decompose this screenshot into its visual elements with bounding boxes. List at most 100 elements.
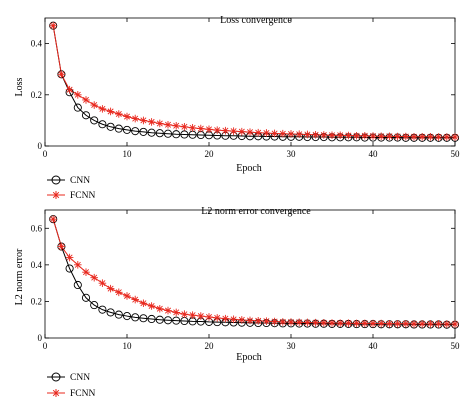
data-point-fcnn: [434, 320, 443, 328]
data-point-fcnn: [361, 131, 369, 140]
data-point-fcnn: [57, 70, 66, 79]
data-point-fcnn: [147, 302, 156, 310]
data-point-fcnn: [443, 320, 451, 328]
data-point-cnn: [172, 316, 181, 325]
data-point-cnn: [155, 315, 164, 324]
l2-error-convergence-chart: L2 norm error convergence L2 norm error …: [14, 206, 460, 399]
data-point-fcnn: [238, 316, 246, 324]
data-point-cnn: [122, 312, 132, 321]
x-tick-label: 10: [123, 341, 133, 351]
data-point-fcnn: [344, 131, 353, 140]
data-point-fcnn: [197, 124, 205, 133]
data-point-fcnn: [90, 273, 98, 282]
data-point-fcnn: [369, 319, 377, 328]
data-point-fcnn: [254, 128, 262, 137]
y-tick-label: 0.2: [31, 90, 42, 100]
data-point-fcnn: [82, 268, 90, 276]
data-point-cnn: [131, 127, 140, 136]
legend-star-shape: [52, 191, 60, 199]
data-point-fcnn: [320, 131, 328, 139]
data-point-fcnn: [188, 311, 197, 319]
data-point-fcnn: [336, 319, 344, 327]
data-point-fcnn: [451, 133, 459, 141]
data-point-cnn: [114, 310, 123, 319]
legend-label-cnn: CNN: [70, 176, 90, 186]
legend-label-cnn: CNN: [70, 373, 90, 383]
data-point-fcnn: [213, 126, 221, 134]
data-point-fcnn: [352, 131, 361, 140]
y-tick-label: 0: [38, 333, 43, 343]
l2-chart-xlabel: Epoch: [236, 352, 262, 363]
data-point-fcnn: [131, 295, 139, 304]
x-tick-label: 40: [369, 149, 379, 159]
data-point-cnn: [98, 120, 107, 129]
data-point-fcnn: [49, 21, 57, 30]
data-point-fcnn: [270, 129, 279, 138]
data-point-fcnn: [213, 314, 221, 322]
data-point-cnn: [81, 111, 91, 120]
data-point-cnn: [73, 280, 82, 290]
data-point-fcnn: [377, 132, 385, 141]
data-point-fcnn: [352, 319, 361, 328]
data-point-fcnn: [156, 119, 164, 128]
data-point-fcnn: [65, 253, 74, 262]
data-point-cnn: [106, 122, 115, 131]
data-point-fcnn: [426, 132, 435, 141]
data-point-fcnn: [115, 288, 123, 297]
data-point-fcnn: [311, 130, 320, 139]
data-point-fcnn: [123, 112, 131, 121]
data-point-cnn: [81, 293, 91, 302]
data-point-fcnn: [393, 319, 402, 328]
legend-label-fcnn: FCNN: [70, 389, 95, 399]
data-point-fcnn: [164, 120, 172, 129]
data-point-fcnn: [287, 318, 295, 326]
data-point-fcnn: [361, 319, 369, 328]
series-line-fcnn: [52, 218, 455, 325]
data-point-fcnn: [205, 125, 213, 134]
data-point-fcnn: [82, 96, 90, 104]
data-point-fcnn: [139, 116, 148, 125]
data-point-cnn: [139, 314, 148, 323]
loss-chart-legend: CNN FCNN: [47, 175, 95, 201]
y-tick-label: 0.4: [31, 260, 43, 270]
legend-label-fcnn: FCNN: [70, 191, 95, 201]
data-point-cnn: [122, 125, 132, 134]
data-point-fcnn: [426, 320, 435, 328]
data-point-fcnn: [418, 320, 426, 328]
data-point-cnn: [90, 301, 99, 310]
data-point-fcnn: [270, 317, 279, 326]
y-tick-label: 0.6: [31, 223, 43, 233]
loss-chart-ylabel: Loss: [14, 77, 25, 96]
series-line-cnn: [52, 25, 455, 139]
loss-convergence-chart: Loss convergence Loss Epoch 0 10 20 30 40 50 0…: [14, 15, 460, 201]
data-point-fcnn: [443, 133, 451, 141]
data-point-fcnn: [328, 131, 336, 140]
x-tick-label: 0: [43, 341, 48, 351]
loss-chart-xlabel: Epoch: [236, 163, 262, 174]
data-point-fcnn: [262, 317, 271, 325]
data-point-cnn: [65, 264, 74, 273]
y-tick-label: 0.2: [31, 296, 42, 306]
data-point-fcnn: [262, 129, 271, 137]
l2-chart-ylabel: L2 norm error: [14, 248, 25, 305]
data-point-cnn: [147, 128, 156, 137]
legend-marker-cnn: [51, 175, 61, 185]
data-point-fcnn: [246, 316, 254, 325]
legend-marker-cnn: [51, 372, 61, 382]
data-point-fcnn: [434, 133, 443, 141]
data-point-cnn: [73, 103, 82, 112]
data-point-fcnn: [336, 131, 344, 140]
data-point-fcnn: [246, 128, 254, 136]
x-tick-label: 20: [205, 149, 215, 159]
data-point-cnn: [90, 116, 99, 125]
plot-frame: [44, 17, 456, 147]
legend-marker-fcnn: [52, 389, 60, 397]
l2-chart-legend: CNN FCNN: [47, 372, 95, 399]
data-point-fcnn: [229, 315, 238, 324]
data-point-fcnn: [106, 284, 115, 293]
data-point-cnn: [139, 127, 148, 136]
data-point-fcnn: [303, 318, 312, 327]
data-point-fcnn: [180, 310, 189, 319]
legend-marker-fcnn: [52, 191, 60, 199]
